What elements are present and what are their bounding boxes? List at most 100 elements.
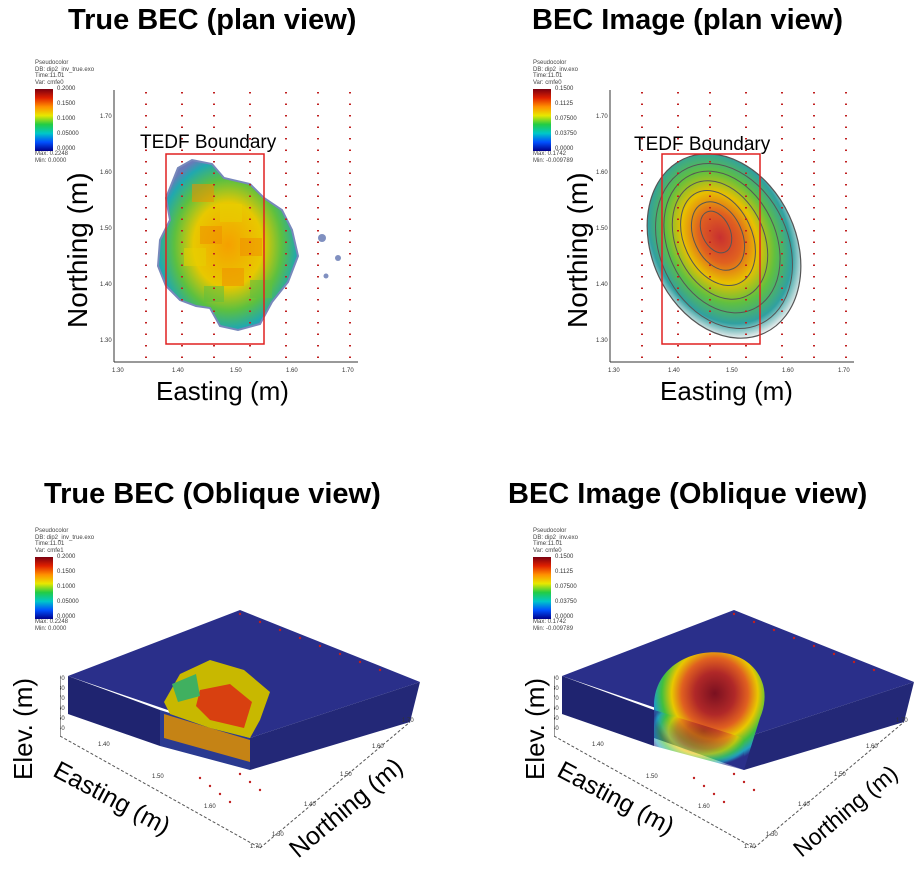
y-tick: 1.30 xyxy=(100,338,112,344)
y-tick: 1.60 xyxy=(100,170,112,176)
tedf-boundary xyxy=(661,153,761,345)
x-tick: 1.50 xyxy=(230,368,242,374)
east-tick: 1.40 xyxy=(592,742,604,748)
x-tick: 1.70 xyxy=(342,368,354,374)
north-tick: 1.50 xyxy=(340,772,352,778)
east-tick: 1.50 xyxy=(152,774,164,780)
bec-true-blocks xyxy=(184,184,272,302)
true-plan-title: True BEC (plan view) xyxy=(68,4,357,36)
true-oblique-legend: Pseudocolor DB: dip2_inv_true.exo Time:1… xyxy=(35,528,95,632)
legend-min: Min: -0.009789 xyxy=(533,625,574,632)
legend-min: Min: 0.0000 xyxy=(35,157,67,164)
x-tick: 1.40 xyxy=(668,368,680,374)
elev-tick: 40 xyxy=(60,726,65,732)
x-tick: 1.30 xyxy=(608,368,620,374)
north-tick: 1.30 xyxy=(272,832,284,838)
legend-line: Pseudocolor xyxy=(35,60,69,66)
image-oblique-legend: Pseudocolor DB: dip2_inv.exo Time:11.01 … xyxy=(533,528,593,632)
true-plan-xlabel: Easting (m) xyxy=(156,376,289,406)
north-tick: 1.30 xyxy=(766,832,778,838)
colorbar-tick: 0.2000 xyxy=(57,554,76,560)
north-tick: 1.40 xyxy=(304,802,316,808)
legend-max: Max: 0.2248 xyxy=(35,619,69,625)
legend-max: Max: 0.1742 xyxy=(533,151,567,157)
image-plan-legend: Pseudocolor DB: dip2_inv.exo Time:11.01 … xyxy=(533,60,593,164)
legend-line: Pseudocolor xyxy=(533,528,567,534)
colorbar-tick: 0.03750 xyxy=(555,131,577,137)
northing-axis-line xyxy=(259,721,411,849)
true-oblique-elev-label: Elev. (m) xyxy=(8,677,38,780)
legend-line: DB: dip2_inv.exo xyxy=(533,534,578,541)
legend-min: Min: 0.0000 xyxy=(35,625,67,632)
east-tick: 1.50 xyxy=(646,774,658,780)
image-plan-title: BEC Image (plan view) xyxy=(532,4,844,36)
bec-true-green xyxy=(172,674,200,702)
tedf-boundary-label: TEDF Boundary xyxy=(634,134,771,155)
north-tick: 1.50 xyxy=(834,772,846,778)
true-oblique-plot: 90 80 70 60 50 40 1.40 1.50 1.60 1.70 1.… xyxy=(60,610,420,850)
east-tick: 1.70 xyxy=(250,844,262,850)
legend-max: Max: 0.2248 xyxy=(35,151,69,157)
image-plan-ylabel: Northing (m) xyxy=(562,172,593,328)
true-plan-ylabel: Northing (m) xyxy=(62,172,93,328)
x-tick: 1.50 xyxy=(726,368,738,374)
electrode-dots xyxy=(692,612,876,804)
elev-tick: 70 xyxy=(554,696,559,702)
y-tick: 1.70 xyxy=(596,114,608,120)
x-tick: 1.70 xyxy=(838,368,850,374)
elev-tick: 80 xyxy=(554,686,559,692)
legend-line: Var: cmfe0 xyxy=(533,547,562,554)
legend-line: Var: cmfe0 xyxy=(35,79,64,86)
bec-image-front xyxy=(654,710,744,770)
image-plan-xlabel: Easting (m) xyxy=(660,376,793,406)
colorbar-tick: 0.1500 xyxy=(57,569,76,575)
x-tick: 1.60 xyxy=(286,368,298,374)
colorbar-tick: 0.07500 xyxy=(555,116,577,122)
elev-tick: 70 xyxy=(60,696,65,702)
easting-axis-line xyxy=(60,735,261,849)
legend-line: Pseudocolor xyxy=(533,60,567,66)
y-tick: 1.40 xyxy=(596,282,608,288)
legend-line: DB: dip2_inv_true.exo xyxy=(35,534,95,541)
colorbar-tick: 0.1500 xyxy=(555,86,574,92)
y-tick: 1.60 xyxy=(596,170,608,176)
colorbar-tick: 0.05000 xyxy=(57,131,79,137)
east-tick: 1.40 xyxy=(98,742,110,748)
elev-tick: 40 xyxy=(554,726,559,732)
x-tick: 1.40 xyxy=(172,368,184,374)
legend-line: DB: dip2_inv.exo xyxy=(533,66,578,73)
legend-line: Var: cmfe1 xyxy=(35,547,64,554)
legend-line: DB: dip2_inv_true.exo xyxy=(35,66,95,73)
north-tick: 1.60 xyxy=(866,744,878,750)
legend-line: Time:11.01 xyxy=(35,73,65,79)
colorbar-tick: 0.05000 xyxy=(57,599,79,605)
electrode-dots xyxy=(198,612,382,804)
colorbar-tick: 0.0000 xyxy=(555,146,574,152)
volume-right-face xyxy=(744,682,914,770)
colorbar-tick: 0.1500 xyxy=(57,101,76,107)
elev-tick: 60 xyxy=(60,706,65,712)
volume-right-face xyxy=(250,682,420,770)
bec-image-mass xyxy=(646,153,802,339)
northing-axis-line xyxy=(753,721,905,849)
colorbar-tick: 0.1125 xyxy=(555,569,573,575)
tedf-boundary-label: TEDF Boundary xyxy=(140,132,277,153)
north-tick: 1.70 xyxy=(402,718,414,724)
bec-true-front xyxy=(164,714,250,762)
colorbar: 0.2000 0.1500 0.1000 0.05000 0.0000 xyxy=(35,554,79,620)
legend-line: Time:11.01 xyxy=(533,73,563,79)
legend-line: Pseudocolor xyxy=(35,528,69,534)
colorbar-tick: 0.1125 xyxy=(555,101,573,107)
elev-tick: 50 xyxy=(554,716,559,722)
elev-tick: 90 xyxy=(554,676,559,682)
colorbar-tick: 0.0000 xyxy=(555,614,574,620)
legend-line: Time:11.01 xyxy=(35,541,65,547)
colorbar-tick: 0.2000 xyxy=(57,86,76,92)
colorbar-tick: 0.1500 xyxy=(555,554,574,560)
y-tick: 1.40 xyxy=(100,282,112,288)
volume-left-face xyxy=(68,676,160,746)
colorbar-tick: 0.1000 xyxy=(57,584,76,590)
east-tick: 1.60 xyxy=(204,804,216,810)
north-tick: 1.60 xyxy=(372,744,384,750)
true-plan-plot: TEDF Boundary 1.30 1.40 1.50 1.60 1.70 1… xyxy=(100,90,358,374)
